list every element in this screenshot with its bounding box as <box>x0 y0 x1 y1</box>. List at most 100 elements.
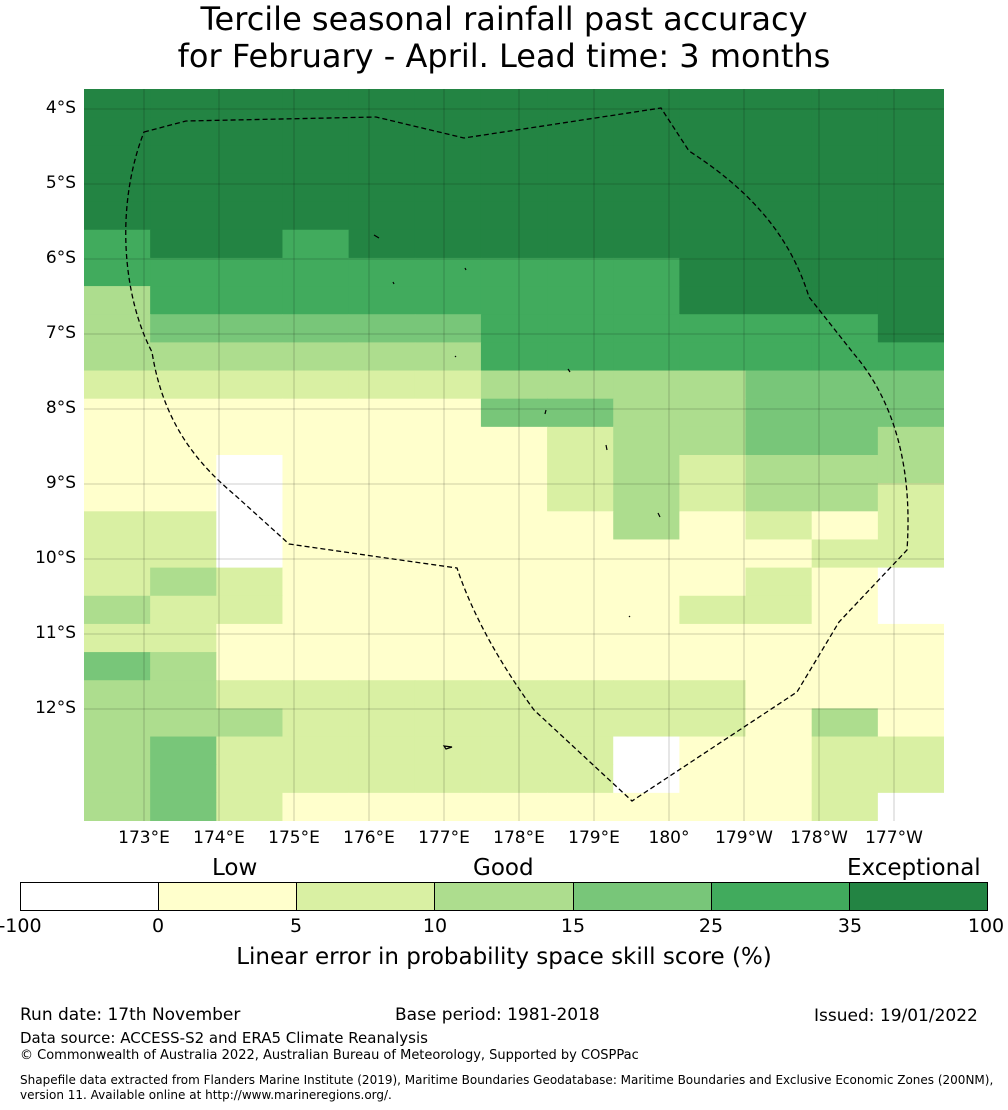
grid-cell <box>150 398 217 428</box>
grid-cell <box>547 173 614 203</box>
grid-cell <box>745 286 813 315</box>
grid-cell <box>679 483 747 512</box>
grid-cell <box>84 511 151 541</box>
grid-cell <box>480 736 548 766</box>
grid-cell <box>216 370 284 400</box>
grid-cell <box>216 201 284 231</box>
colorbar-segment <box>297 883 436 910</box>
latitude-label: 9°S <box>45 473 76 493</box>
grid-cell <box>613 792 680 821</box>
grid-cell <box>679 455 747 484</box>
grid-cell <box>84 398 151 428</box>
grid-cell <box>745 398 813 428</box>
grid-cell <box>811 342 879 372</box>
grid-cell <box>282 229 350 259</box>
grid-cell <box>150 764 217 794</box>
grid-cell <box>613 145 680 175</box>
grid-cell <box>282 455 350 484</box>
grid-cell <box>480 229 548 259</box>
grid-cell <box>547 680 614 709</box>
grid-cell <box>216 342 284 372</box>
grid-cell <box>811 229 879 259</box>
grid-cell <box>877 342 944 372</box>
grid-cell <box>613 286 680 315</box>
latitude-label: 5°S <box>45 173 76 193</box>
grid-cell <box>150 708 217 738</box>
longitude-label: 180° <box>648 828 690 848</box>
longitude-label: 176°E <box>343 828 395 848</box>
latitude-label: 6°S <box>45 248 76 268</box>
grid-cell <box>84 483 151 512</box>
legend-qualitative-exceptional: Exceptional <box>847 855 981 881</box>
grid-cell <box>84 455 151 484</box>
grid-cell <box>150 145 217 175</box>
grid-cell <box>613 398 680 428</box>
island <box>567 368 571 373</box>
grid-cell <box>282 173 350 203</box>
grid-cell <box>150 89 217 118</box>
grid-cell <box>216 708 284 738</box>
grid-cell <box>679 89 747 118</box>
grid-cell <box>613 567 680 597</box>
grid-cell <box>480 342 548 372</box>
grid-cell <box>348 398 416 428</box>
grid-cell <box>745 145 813 175</box>
grid-cell <box>216 314 284 343</box>
grid-cell <box>745 623 813 653</box>
colorbar-tick: 10 <box>422 915 448 937</box>
grid-cell <box>414 398 482 428</box>
map-title-line-1: Tercile seasonal rainfall past accuracy <box>200 0 808 38</box>
grid-cell <box>282 370 350 400</box>
grid-cell <box>150 652 217 681</box>
grid-cell <box>282 342 350 372</box>
latitude-label: 8°S <box>45 398 76 418</box>
island <box>392 281 395 285</box>
grid-cell <box>348 229 416 259</box>
grid-cell <box>348 257 416 287</box>
grid-cell <box>811 89 879 118</box>
grid-cell <box>679 567 747 597</box>
grid-cell <box>282 314 350 343</box>
grid-cell <box>877 314 944 343</box>
grid-cell <box>348 483 416 512</box>
grid-cell <box>877 792 944 821</box>
grid-cell <box>547 736 614 766</box>
grid-cell <box>679 708 747 738</box>
grid-cell <box>679 398 747 428</box>
grid-cell <box>679 623 747 653</box>
grid-cell <box>613 511 680 541</box>
grid-cell <box>414 314 482 343</box>
grid-cell <box>282 145 350 175</box>
grid-cell <box>679 145 747 175</box>
colorbar-tick: -100 <box>0 915 42 937</box>
grid-cell <box>547 145 614 175</box>
grid-cell <box>216 145 284 175</box>
grid-cell <box>282 426 350 456</box>
grid-cell <box>811 145 879 175</box>
longitude-label: 179°E <box>568 828 620 848</box>
grid-cell <box>679 201 747 231</box>
grid-cell <box>414 567 482 597</box>
colorbar-tick: 5 <box>289 915 303 937</box>
grid-cell <box>150 201 217 231</box>
grid-cell <box>414 286 482 315</box>
grid-cell <box>414 117 482 146</box>
colorbar-label: Linear error in probability space skill … <box>236 944 772 970</box>
grid-cell <box>547 623 614 653</box>
grid-cell <box>480 117 548 146</box>
grid-cell <box>84 145 151 175</box>
grid-cell <box>150 257 217 287</box>
longitude-label: 177°E <box>418 828 470 848</box>
grid-cell <box>745 595 813 625</box>
grid-cell <box>811 398 879 428</box>
grid-cell <box>745 257 813 287</box>
grid-cell <box>877 736 944 766</box>
graticule <box>84 89 944 821</box>
grid-cell <box>480 792 548 821</box>
grid-cell <box>348 595 416 625</box>
grid-cell <box>480 145 548 175</box>
grid-cell <box>745 511 813 541</box>
grid-cell <box>216 792 284 821</box>
colorbar-segment <box>573 883 712 910</box>
grid-cell <box>877 652 944 681</box>
